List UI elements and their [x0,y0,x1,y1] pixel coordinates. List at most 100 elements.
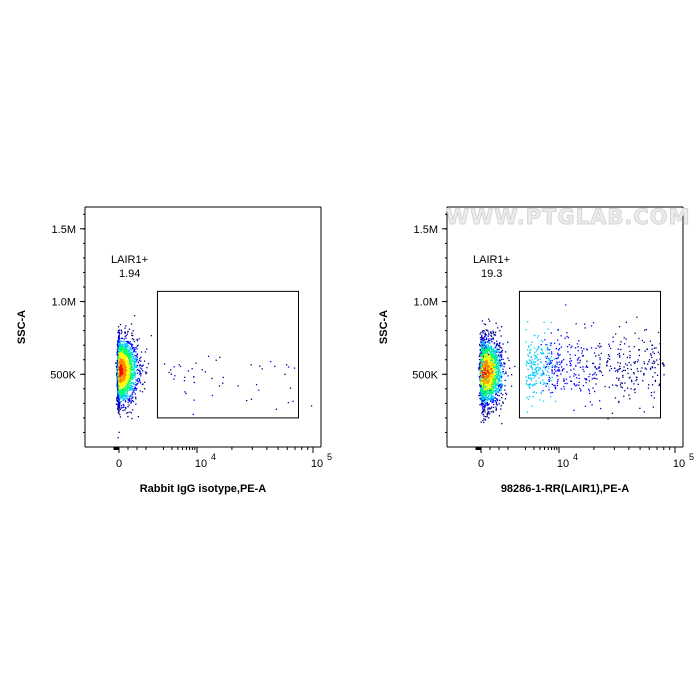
data-point [119,413,121,416]
data-point [482,388,485,390]
data-point [490,331,492,333]
data-point [117,381,120,383]
data-point [138,378,141,380]
data-point [122,380,125,382]
data-point [130,358,132,360]
data-point [510,385,513,387]
data-point [118,412,120,414]
data-point [116,380,119,382]
data-point [485,404,487,406]
data-point [482,375,484,378]
data-point [195,362,197,364]
data-point [128,398,131,400]
data-point [484,354,486,356]
data-point [489,372,492,374]
data-point [125,401,127,403]
data-point [120,355,123,357]
data-point [496,378,498,380]
data-point [130,395,132,397]
data-point [484,405,486,407]
data-point [507,341,509,343]
data-point [121,359,123,361]
data-point [128,378,130,380]
data-point [123,348,125,350]
data-point [484,335,486,337]
data-point [123,360,125,362]
data-point [498,403,500,405]
data-point [489,373,492,375]
data-point [136,338,138,341]
data-point [139,382,142,384]
data-point [129,380,131,382]
data-point [487,374,489,376]
data-point [116,378,118,380]
data-point [489,371,492,374]
data-point [132,348,134,350]
data-point [486,388,488,390]
data-point [490,339,493,341]
data-point [127,401,129,404]
data-point [117,395,119,397]
data-point [122,356,124,358]
data-point [496,400,498,402]
data-point [129,388,131,391]
data-point [133,338,135,341]
data-point [479,361,481,363]
data-point [479,343,481,346]
data-point [496,357,498,359]
data-point [487,353,490,355]
data-point [482,395,485,397]
data-point [132,373,134,375]
data-point [491,354,494,356]
data-point [493,343,495,345]
data-point [493,355,496,357]
data-point [495,384,497,387]
data-point [491,398,493,400]
data-point [492,401,494,403]
data-point [131,367,133,370]
data-point [124,346,127,348]
data-point [118,396,120,398]
data-point [489,400,492,402]
data-point [121,348,123,350]
data-point [480,363,482,365]
data-point [487,381,489,383]
data-point [122,365,124,368]
data-point [492,332,494,334]
data-point [118,383,121,385]
data-point [117,400,120,402]
data-point [500,405,502,407]
data-point [484,385,486,387]
data-point [119,346,122,348]
data-point [482,390,484,392]
data-point [494,361,496,363]
data-point [119,403,121,405]
data-point [124,406,127,409]
data-point [140,373,142,375]
data-point [118,406,121,408]
data-point [491,388,493,390]
data-point [483,355,485,357]
data-point [136,387,138,390]
data-point [485,345,487,347]
data-point [479,367,481,369]
data-point [118,335,120,337]
data-point [131,352,133,354]
data-point [120,337,123,340]
data-point [483,383,485,385]
data-point [117,409,119,411]
data-point [481,393,483,395]
data-point [498,369,500,371]
data-point [310,405,313,407]
data-point [118,365,120,367]
data-point [494,352,496,354]
data-point [497,351,499,353]
data-point [494,387,496,389]
data-point [128,354,130,356]
data-point [481,395,484,397]
data-point [126,388,128,390]
data-point [121,361,123,363]
data-point [132,363,134,366]
data-point [480,393,482,395]
